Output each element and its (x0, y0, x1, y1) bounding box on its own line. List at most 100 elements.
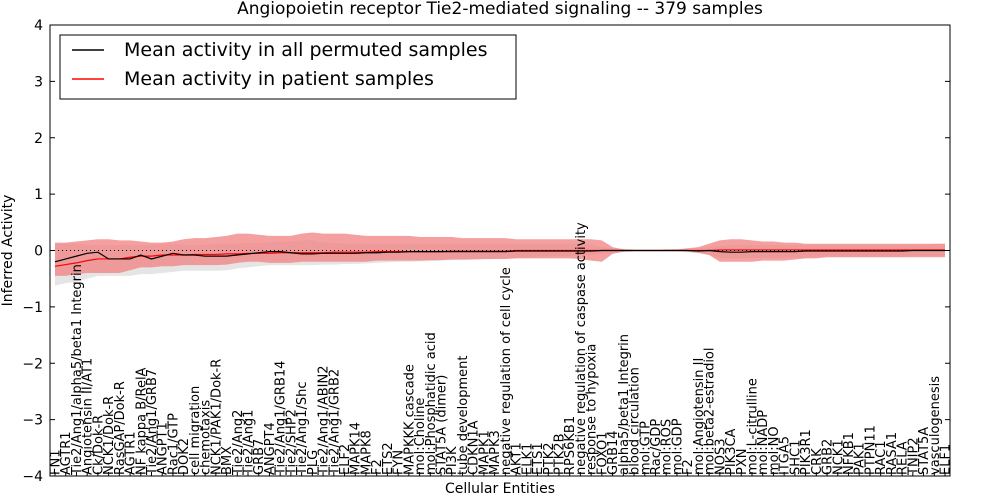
x-tick-label: Tie2/Ang2 (231, 410, 246, 476)
y-axis: −4 −3 −2 −1 0 1 2 3 4 (22, 18, 950, 485)
x-tick-label: PTPN11 (863, 425, 878, 475)
series-lines (54, 249, 945, 267)
x-tick-label: response to hypoxia (585, 344, 600, 475)
x-tick-label: DOK2 (177, 438, 192, 475)
x-tick-label: CDKN1A (467, 420, 482, 475)
x-tick-label: MAPK14 (349, 422, 364, 475)
x-tick-label: NCK1/PAK1/Dok-R (209, 359, 224, 475)
x-tick-label: Tie2/Ang1/Shc (295, 382, 310, 476)
y-tick-label: −1 (22, 300, 43, 316)
x-tick-label: AGTR1 (124, 431, 139, 475)
x-axis-label: Cellular Entities (445, 481, 555, 497)
legend-box (59, 34, 517, 100)
x-tick-label: ELF2 (338, 444, 353, 475)
x-tick-label: MAPKKK cascade (402, 364, 417, 475)
x-tick-label: tube development (456, 356, 471, 475)
y-tick-label: 0 (34, 244, 43, 260)
x-tick-label: PI3K (445, 446, 460, 475)
y-tick-label: 4 (34, 18, 43, 34)
x-tick-label: F2 (681, 459, 696, 475)
x-tick-label: ITGA5 (778, 436, 793, 475)
x-tick-label: ANGPT4 (263, 422, 278, 475)
x-tick-label: AGTR1 (59, 431, 74, 475)
x-tick-label: PTK2 (542, 442, 557, 475)
x-tick-label: Tie2/Ang1/GRB7 (145, 369, 160, 476)
x-tick-label: GRB2 (821, 439, 836, 475)
x-tick-label: vasculogenesis (928, 376, 943, 475)
x-tick-label: AKT1 (510, 442, 525, 475)
x-tick-label: FYN (392, 450, 407, 475)
x-tick-label: MAPK3 (488, 430, 503, 475)
x-tick-label: NOS3 (713, 439, 728, 475)
legend: Mean activity in all permuted samples Mea… (59, 34, 517, 100)
y-tick-label: −3 (22, 413, 43, 429)
x-tick-label: RasGAP/Dok-R (113, 381, 128, 475)
chart-title: Angiopoietin receptor Tie2-mediated sign… (237, 0, 763, 19)
y-tick-label: −4 (22, 469, 43, 485)
x-tick-label: Angiotensin II/AT1 (81, 358, 96, 475)
x-tick-label: Tie2/Ang1/GRB14 (274, 361, 289, 476)
x-tick-label: CRK (810, 448, 825, 475)
x-tick-label: Tie2/Ang1/ABIN2 (317, 366, 332, 476)
x-tick-label: RASA1 (885, 432, 900, 475)
x-tick-label: TNIP2 (906, 437, 921, 476)
x-tick-label: chemotaxis (199, 400, 214, 475)
y-tick-label: 3 (34, 74, 43, 90)
x-tick-label: Ck/Dok-R (91, 415, 106, 475)
x-tick-label: NF kappa B/RelA (134, 367, 149, 475)
y-tick-label: −2 (22, 356, 43, 372)
x-tick-label: NCK1 (831, 439, 846, 475)
x-tick-label: mol:GTP (638, 421, 653, 475)
x-tick-label: negative regulation of cell cycle (499, 267, 514, 475)
x-tick-label: PIK3R1 (799, 429, 814, 475)
x-tick-label: NCK1/Dok-R (102, 396, 117, 475)
x-tick-label: PLG (306, 450, 321, 475)
x-tick-label: GRB14 (606, 430, 621, 475)
x-tick-label: mol:ROS (660, 419, 675, 475)
x-tick-label: ANGPT1 (156, 422, 171, 475)
legend-label: Mean activity in patient samples (124, 68, 434, 90)
x-tick-label: Tie2/Ang1 (242, 410, 257, 476)
x-tick-label: MAPK8 (359, 430, 374, 475)
x-tick-label: mol:Angiotensin II (692, 358, 707, 475)
x-tick-label: mol:NO (767, 426, 782, 475)
x-tick-label: mol:NADP (756, 410, 771, 475)
x-tick-label: cell migration (188, 386, 203, 475)
x-tick-label: Tie2/SHP2 (284, 409, 299, 476)
x-tick-label: F2 (370, 459, 385, 475)
x-tick-label: BMX (220, 446, 235, 475)
patient-band (55, 232, 945, 276)
x-tick-label: Tie2/Ang1/GRB2 (327, 369, 342, 476)
x-tick-label: mol:GDP (670, 418, 685, 475)
x-tick-label: PTK2B (552, 434, 567, 476)
x-tick-label: ETS1 (531, 442, 546, 475)
x-tick-label: MAPK1 (477, 430, 492, 475)
y-tick-label: 1 (34, 187, 43, 203)
x-tick-label: mol:L-citrulline (745, 378, 760, 475)
x-tick-label: Rac/GDP (649, 419, 664, 475)
permuted-mean-line (54, 249, 945, 263)
x-tick-label: mol:Phosphatidic acid (424, 332, 439, 475)
y-axis-label: Inferred Activity (0, 195, 16, 307)
x-tick-label: FN1 (49, 450, 64, 475)
x-tick-label: Tie2/Ang1/alpha5/beta1 Integrin (70, 264, 85, 476)
x-tick-label: mol:beta2-estradiol (703, 348, 718, 476)
x-tick-label: GRB7 (252, 439, 267, 475)
x-tick-label: Rac1/GTP (166, 413, 181, 475)
x-tick-label: negative regulation of caspase activity (574, 222, 589, 475)
x-tick-label: SHC1 (788, 440, 803, 475)
x-tick-label: PXN (735, 449, 750, 475)
x-tick-label: RAC1 (874, 440, 889, 475)
x-tick-label: alpha5/beta1 Integrin (617, 334, 632, 475)
x-tick-label: NFKB1 (842, 432, 857, 475)
x-tick-label: STAT5A (917, 427, 932, 475)
legend-label: Mean activity in all permuted samples (124, 39, 487, 61)
y-tick-label: 2 (34, 131, 43, 147)
x-tick-label: RELA (896, 441, 911, 475)
x-tick-label: RPS6KB1 (563, 416, 578, 475)
x-tick-label: blood circulation (628, 367, 643, 475)
x-tick-label: ETS2 (381, 442, 396, 475)
x-tick-label: FOXO1 (595, 432, 610, 475)
